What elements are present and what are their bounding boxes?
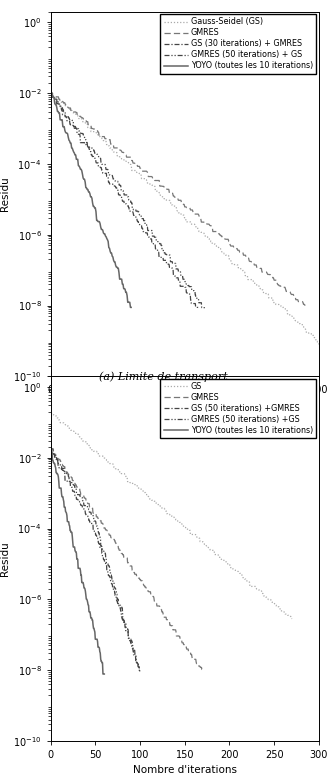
X-axis label: Nombre d'iterations: Nombre d'iterations — [133, 765, 237, 775]
Y-axis label: Residu: Residu — [0, 541, 10, 576]
Y-axis label: Residu: Residu — [0, 176, 10, 212]
Text: (a) Limite de transport: (a) Limite de transport — [99, 371, 228, 382]
X-axis label: Nombre d'iterations: Nombre d'iterations — [133, 401, 237, 411]
Legend: GS, GMRES, GS (50 iterations) +GMRES, GMRES (50 iterations) +GS, YOYO (toutes le: GS, GMRES, GS (50 iterations) +GMRES, GM… — [160, 379, 317, 438]
Legend: Gauss-Seidel (GS), GMRES, GS (30 iterations) + GMRES, GMRES (50 iterations) + GS: Gauss-Seidel (GS), GMRES, GS (30 iterati… — [160, 14, 317, 74]
